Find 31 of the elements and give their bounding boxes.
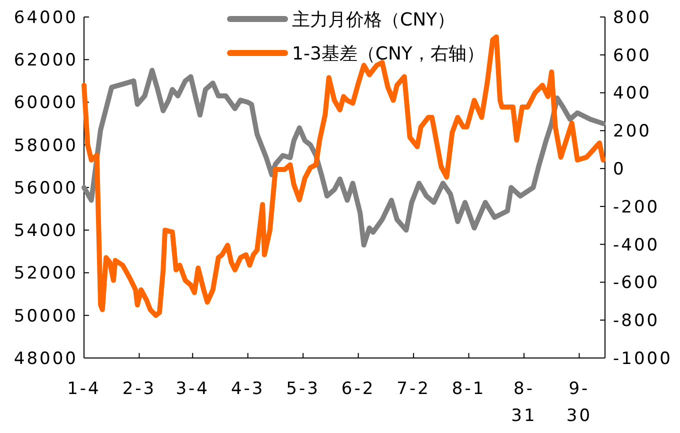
y-tick-label: 48000: [14, 348, 78, 369]
y2-tick-label: 200: [613, 122, 652, 142]
x-tick-label: 9-30: [566, 379, 592, 426]
y2-tick-label: -800: [613, 311, 660, 332]
x-tick-label: 4-3: [230, 379, 265, 399]
y2-tick-label: -1000: [613, 348, 672, 369]
x-tick-label: 6-2: [341, 379, 376, 399]
y2-tick-label: 400: [613, 84, 652, 104]
y2-tick-label: -400: [613, 235, 660, 256]
y2-tick-label: 600: [613, 46, 652, 66]
x-tick-label: 7-2: [396, 379, 430, 399]
x-tick-label: 8-31: [511, 379, 537, 426]
x-tick-label: 5-3: [286, 379, 320, 399]
y-tick-label: 62000: [14, 50, 78, 71]
y2-tick-label: -200: [613, 197, 660, 218]
x-tick-label: 2-3: [122, 379, 156, 399]
y-tick-label: 60000: [14, 93, 78, 114]
y-tick-label: 56000: [14, 178, 78, 198]
y-tick-label: 50000: [14, 306, 78, 326]
y2-tick-label: 800: [613, 8, 652, 28]
y-tick-label: 54000: [14, 221, 78, 242]
y2-tick-label: -600: [613, 273, 660, 294]
y-tick-label: 52000: [14, 264, 78, 284]
x-tick-label: 1-4: [67, 379, 101, 399]
x-tick-label: 3-4: [176, 379, 210, 399]
y-tick-label: 58000: [14, 136, 78, 156]
legend-label: 1-3基差（CNY，右轴）: [292, 43, 484, 64]
x-tick-label: 8-1: [452, 379, 486, 399]
y-tick-label: 64000: [14, 8, 78, 28]
legend-label: 主力月价格（CNY）: [292, 9, 456, 30]
y2-tick-label: 0: [613, 160, 626, 180]
